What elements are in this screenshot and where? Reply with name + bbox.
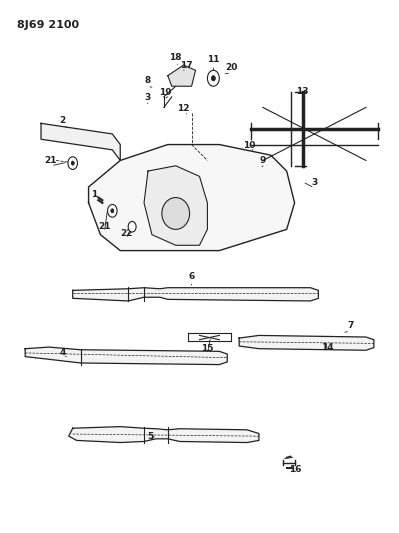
Text: 16: 16 bbox=[289, 465, 302, 473]
Text: 15: 15 bbox=[201, 344, 214, 353]
Circle shape bbox=[71, 161, 74, 165]
Text: 8: 8 bbox=[144, 76, 150, 85]
Text: 6: 6 bbox=[188, 271, 195, 280]
Text: 5: 5 bbox=[147, 432, 153, 441]
Text: 21: 21 bbox=[98, 222, 111, 231]
Text: 20: 20 bbox=[225, 63, 237, 72]
Text: 17: 17 bbox=[180, 61, 193, 69]
Text: 3: 3 bbox=[311, 178, 318, 187]
Polygon shape bbox=[144, 166, 207, 245]
Polygon shape bbox=[41, 123, 120, 160]
Text: 12: 12 bbox=[178, 104, 190, 113]
Text: 4: 4 bbox=[59, 348, 66, 357]
Text: 22: 22 bbox=[120, 229, 132, 238]
Text: 11: 11 bbox=[207, 55, 219, 64]
Polygon shape bbox=[73, 288, 318, 301]
Circle shape bbox=[207, 70, 219, 86]
Polygon shape bbox=[25, 347, 227, 365]
Circle shape bbox=[211, 76, 215, 81]
Text: 9: 9 bbox=[260, 156, 266, 165]
Text: 8J69 2100: 8J69 2100 bbox=[17, 20, 79, 30]
Text: 2: 2 bbox=[60, 116, 66, 125]
Text: 18: 18 bbox=[170, 53, 182, 62]
Text: 13: 13 bbox=[296, 87, 309, 96]
Text: 7: 7 bbox=[347, 321, 353, 330]
Text: 19: 19 bbox=[160, 88, 172, 97]
Circle shape bbox=[108, 205, 117, 217]
Text: 14: 14 bbox=[321, 343, 334, 352]
Text: 1: 1 bbox=[91, 190, 98, 199]
Circle shape bbox=[68, 157, 77, 169]
Circle shape bbox=[128, 221, 136, 232]
Text: 3: 3 bbox=[144, 93, 150, 102]
Circle shape bbox=[111, 209, 114, 213]
Ellipse shape bbox=[162, 198, 190, 229]
Polygon shape bbox=[168, 65, 196, 86]
Polygon shape bbox=[89, 144, 294, 251]
Text: 10: 10 bbox=[243, 141, 255, 150]
Polygon shape bbox=[69, 426, 259, 442]
Polygon shape bbox=[239, 335, 374, 350]
Text: 21: 21 bbox=[45, 156, 57, 165]
